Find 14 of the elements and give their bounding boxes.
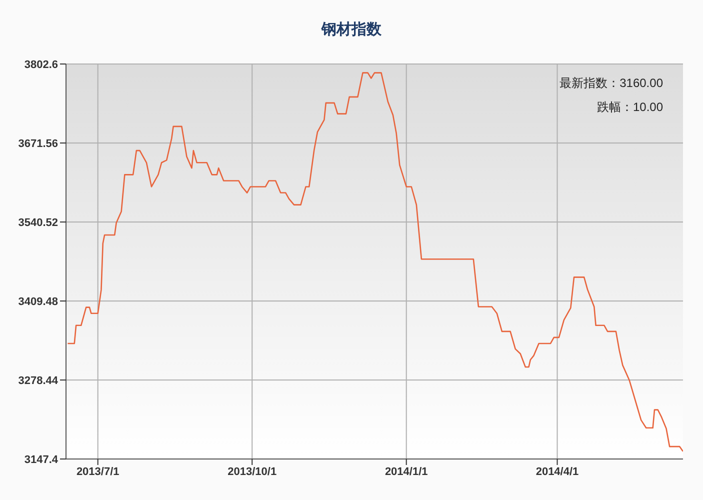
line-series	[67, 72, 683, 452]
x-tick-label: 2014/4/1	[536, 466, 579, 478]
x-tick-label: 2013/7/1	[76, 466, 120, 478]
y-tick-label: 3671.56	[18, 138, 58, 150]
y-tick-label: 3540.52	[18, 216, 58, 229]
y-tick-label: 3409.48	[18, 296, 58, 308]
annotation: 跌幅：10.00	[596, 99, 663, 116]
y-tick-label: 3278.44	[18, 374, 59, 387]
y-tick-label: 3147.4	[24, 454, 59, 466]
x-tick-label: 2014/1/1	[384, 466, 428, 478]
annotation: 最新指数：3160.00	[560, 75, 663, 92]
y-tick-label: 3802.6	[24, 58, 58, 71]
chart-title: 钢材指数	[320, 20, 382, 39]
x-tick-label: 2013/10/1	[228, 466, 277, 478]
